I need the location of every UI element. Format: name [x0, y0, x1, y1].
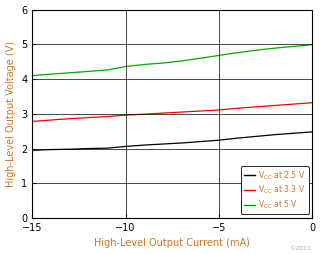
Text: ©2011: ©2011 [290, 246, 311, 251]
Legend: V$_{CC}$ at 2.5 V, V$_{CC}$ at 3.3 V, V$_{CC}$ at 5 V: V$_{CC}$ at 2.5 V, V$_{CC}$ at 3.3 V, V$… [241, 166, 308, 214]
Y-axis label: High-Level Output Voltage (V): High-Level Output Voltage (V) [5, 41, 15, 187]
X-axis label: High-Level Output Current (mA): High-Level Output Current (mA) [94, 239, 250, 248]
